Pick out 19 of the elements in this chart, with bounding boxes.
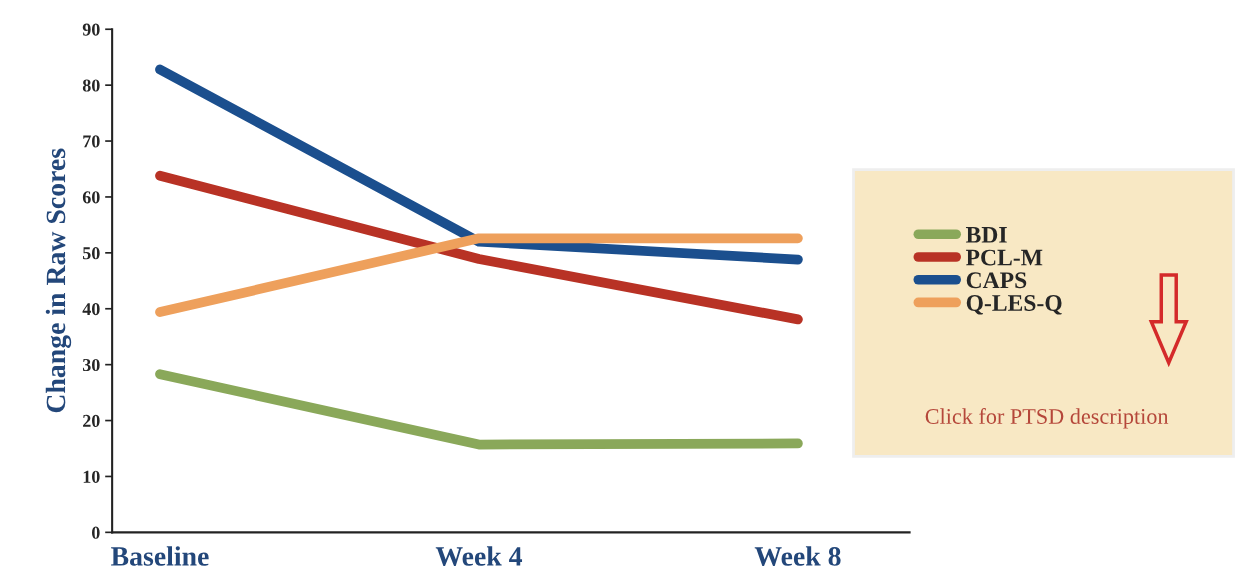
legend-label: BDI xyxy=(965,227,1007,243)
y-tick-label: 50 xyxy=(83,247,100,260)
legend-label: PCL-M xyxy=(965,249,1043,266)
y-tick-label: 70 xyxy=(83,135,100,148)
y-tick-label: 30 xyxy=(82,358,100,372)
y-tick-label: 80 xyxy=(82,79,100,92)
y-tick-label: 40 xyxy=(82,303,100,316)
y-tick-label: 60 xyxy=(82,191,100,204)
y-tick-label: 10 xyxy=(83,470,100,483)
y-axis-title: Change in Raw Scores xyxy=(45,148,72,413)
y-tick-label: 0 xyxy=(92,526,100,539)
y-tick-label: 90 xyxy=(82,23,100,36)
text: Click for PTSD description xyxy=(925,408,1169,429)
x-tick-label: Week 8 xyxy=(754,546,841,566)
x-tick-label: Baseline xyxy=(111,546,209,566)
y-tick-label: 20 xyxy=(83,414,100,427)
legend-label: CAPS xyxy=(966,272,1027,289)
x-tick-label: Week 4 xyxy=(435,546,523,566)
legend-label: Q-LES-Q xyxy=(966,295,1062,315)
